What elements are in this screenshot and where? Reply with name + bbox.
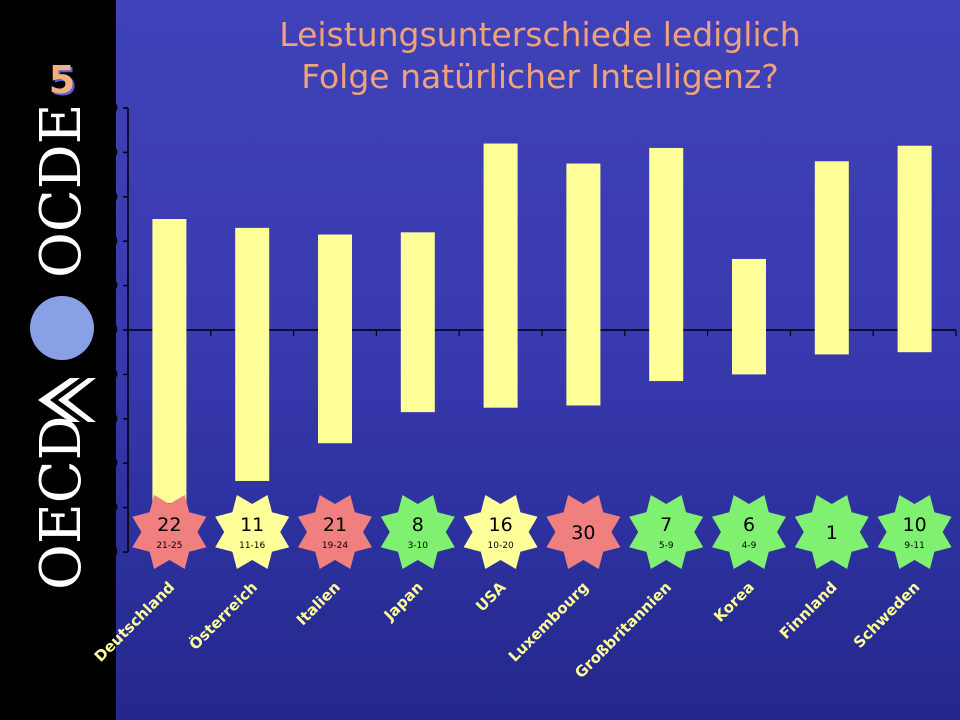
y-tick-group: 100 80 60 40 20 0 -20 -40 -60 -80 -100 [88,101,128,559]
rank-badge-shape [794,495,869,569]
rank-range: 11-16 [239,541,265,551]
y-tick-label: 40 [101,234,118,248]
y-tick-label: -80 [96,501,118,515]
rank-badge: 1 [794,495,869,569]
y-tick-label: 60 [101,190,118,204]
rank-badge: 11 11-16 [215,495,290,569]
x-tick-group [127,330,957,336]
rank-value: 6 [743,514,755,536]
y-tick-label: -40 [96,412,118,426]
y-tick-label: -100 [88,545,118,559]
y-tick-label: 80 [101,145,118,159]
y-tick-label: -20 [96,367,118,381]
oecd-logo-band [0,0,116,720]
rank-value: 7 [660,514,672,536]
bar-schweden [897,145,932,353]
bar-group [152,143,932,504]
rank-badge-shape [712,495,786,569]
x-category-label: Luxembourg [505,578,592,665]
rank-value: 8 [412,514,424,536]
rank-badge: 16 10-20 [463,495,538,569]
bar-usa [483,143,518,408]
x-category-label: Schweden [850,578,924,652]
bar-österreich [235,227,270,481]
oecd-logo-chevron [38,378,80,422]
rank-value: 22 [157,514,181,536]
rank-badge-shape [463,495,538,569]
rank-badge: 22 21-25 [132,495,207,569]
rank-value: 11 [240,514,264,536]
rank-value: 1 [826,522,838,544]
x-category-label: Deutschland [91,578,178,665]
rank-range: 19-24 [322,541,348,551]
x-category-label: Japan [380,578,427,625]
rank-range: 5-9 [659,541,674,551]
oecd-logo-circle [30,296,94,360]
y-tick-label: 0 [110,323,118,337]
y-tick-label: -60 [96,456,118,470]
rank-badge-shape [546,495,621,569]
x-category-label: Italien [293,578,344,629]
bar-großbritannien [649,147,684,382]
rank-badge: 10 9-11 [877,495,952,569]
x-category-label: Finnland [776,578,841,643]
rank-badge: 7 5-9 [629,495,704,569]
x-label-group: Deutschland Österreich Italien Japan USALuxe… [91,577,924,681]
bar-japan [400,232,435,413]
rank-badge: 6 4-9 [712,495,786,569]
rank-value: 30 [571,522,595,544]
oecd-logo: OECD OCDE [29,103,96,590]
rank-badge: 30 [546,495,621,569]
x-category-label: Österreich [185,577,261,653]
rank-badge-shape [380,495,455,569]
bar-luxembourg [566,163,601,406]
rank-badge-shape [629,495,704,569]
rank-range: 9-11 [904,541,924,551]
rank-badge: 21 19-24 [298,495,372,569]
y-tick-label: 100 [93,101,118,115]
rank-badge-shape [132,495,207,569]
oecd-logo-chevron-2 [58,378,96,422]
rank-badge-shape [877,495,952,569]
rank-range: 21-25 [156,541,182,551]
rank-badge: 8 3-10 [380,495,455,569]
slide-number: 5 [48,58,76,102]
rank-value: 16 [489,514,513,536]
oecd-logo-text-left: OECD [29,415,94,590]
rank-value: 10 [903,514,927,536]
bar-italien [318,234,352,444]
rank-badge-shape [298,495,372,569]
x-category-label: Korea [710,578,758,626]
rank-range: 4-9 [742,541,757,551]
rank-range: 10-20 [488,541,514,551]
x-category-label: USA [472,578,509,615]
y-tick-label: 20 [101,279,118,293]
bar-finnland [814,161,849,355]
bar-deutschland [152,219,187,504]
slide-title: Leistungsunterschiede lediglich Folge na… [279,15,801,96]
rank-value: 21 [323,514,347,536]
rank-range: 3-10 [408,541,429,551]
rank-badge-shape [215,495,290,569]
bar-korea [732,258,766,375]
oecd-logo-text-right: OCDE [29,103,94,278]
